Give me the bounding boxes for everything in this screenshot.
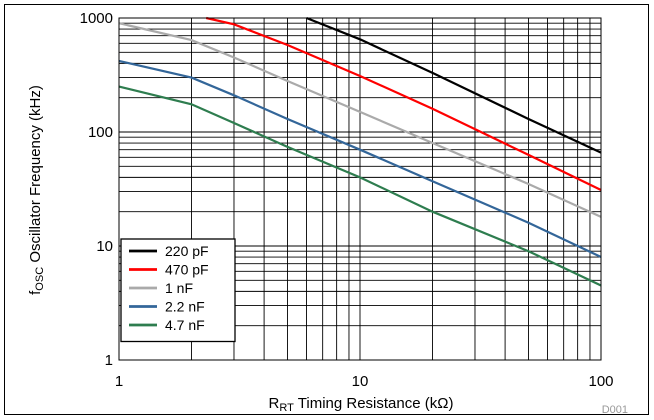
legend-label: 2.2 nF <box>165 299 205 315</box>
x-axis-label: RRT Timing Resistance (kΩ) <box>269 395 454 414</box>
series-group <box>118 16 602 287</box>
series-line <box>118 22 602 218</box>
y-axis-label: fOSC Oscillator Frequency (kHz) <box>27 85 46 295</box>
series-line <box>118 59 602 258</box>
y-tick-label: 1000 <box>80 10 113 27</box>
series-line <box>306 16 602 154</box>
y-tick-label: 10 <box>96 238 113 255</box>
x-tick-label: 1 <box>115 373 123 390</box>
figure-id: D001 <box>602 404 628 416</box>
plot-border <box>118 17 602 361</box>
legend-label: 220 pF <box>165 243 209 259</box>
legend: 220 pF 470 pF 1 nF 2.2 nF 4.7 nF <box>120 238 236 343</box>
legend-label: 4.7 nF <box>165 317 205 333</box>
chart-frame <box>4 4 649 415</box>
legend-label: 470 pF <box>165 262 209 278</box>
legend-label: 1 nF <box>165 280 193 296</box>
y-tick-label: 1 <box>105 352 113 369</box>
series-line <box>205 16 602 191</box>
x-tick-label: 100 <box>588 373 613 390</box>
x-tick-label: 10 <box>352 373 369 390</box>
y-tick-label: 100 <box>88 124 113 141</box>
series-line <box>118 85 602 287</box>
tick-labels: 1 10 100 1 10 100 1000 <box>80 10 614 390</box>
